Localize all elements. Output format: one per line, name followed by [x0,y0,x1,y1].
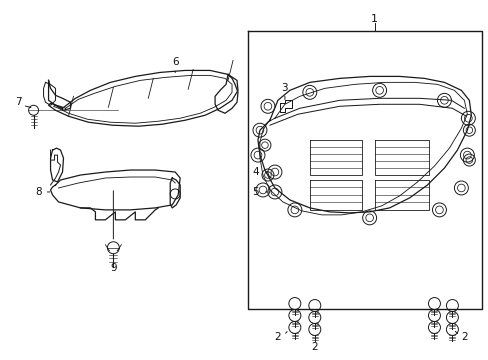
Text: 8: 8 [35,187,42,197]
Text: 2: 2 [311,342,318,352]
Text: 2: 2 [460,332,467,342]
Text: 7: 7 [15,97,22,107]
Text: 2: 2 [274,332,281,342]
Text: 1: 1 [370,14,377,24]
Text: 4: 4 [252,167,259,177]
Text: 9: 9 [110,263,117,273]
Text: 5: 5 [252,187,259,197]
Text: 6: 6 [172,58,178,67]
Text: 3: 3 [281,84,287,93]
